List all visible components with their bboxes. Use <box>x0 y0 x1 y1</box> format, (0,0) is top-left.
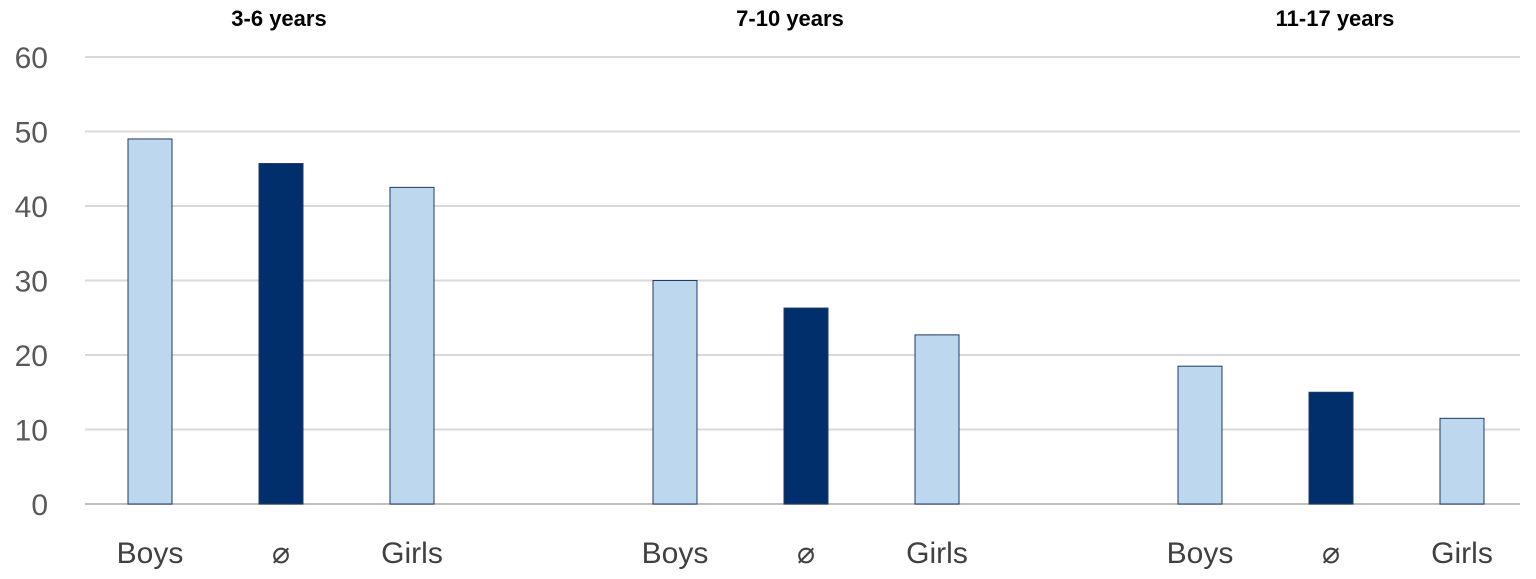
bar-average-group-2 <box>783 307 829 505</box>
x-tick-label: Girls <box>381 537 443 570</box>
group-label: 11-17 years <box>1276 6 1395 31</box>
bar-boys-group-3 <box>1177 365 1223 505</box>
bar-girls-group-2 <box>914 334 960 505</box>
x-tick-label: ⌀ <box>1322 537 1340 570</box>
bar-boys-group-2 <box>652 280 698 505</box>
x-tick-label: Boys <box>642 537 709 570</box>
x-tick-label: Girls <box>1431 537 1493 570</box>
group-label: 3-6 years <box>231 6 326 31</box>
x-tick-label: Girls <box>906 537 968 570</box>
y-tick-label: 30 <box>15 266 48 299</box>
group-label: 7-10 years <box>736 6 844 31</box>
group-labels: 3-6 years 7-10 years 11-17 years <box>231 6 1394 31</box>
y-tick-label: 0 <box>31 489 48 522</box>
x-tick-label: Boys <box>117 537 184 570</box>
x-tick-label: ⌀ <box>272 537 290 570</box>
y-axis-ticks: 0 10 20 30 40 50 60 <box>15 42 48 522</box>
bars <box>127 138 1485 505</box>
y-tick-label: 40 <box>15 191 48 224</box>
bar-girls-group-1 <box>389 186 435 505</box>
y-tick-label: 60 <box>15 42 48 75</box>
bar-boys-group-1 <box>127 138 173 505</box>
bar-girls-group-3 <box>1439 417 1485 505</box>
y-tick-label: 10 <box>15 415 48 448</box>
bar-average-group-1 <box>258 163 304 505</box>
y-tick-label: 50 <box>15 117 48 150</box>
bar-average-group-3 <box>1308 391 1354 505</box>
x-tick-label: ⌀ <box>797 537 815 570</box>
x-axis-ticks: Boys ⌀ Girls Boys ⌀ Girls Boys ⌀ Girls <box>117 537 1493 570</box>
y-tick-label: 20 <box>15 340 48 373</box>
x-tick-label: Boys <box>1167 537 1234 570</box>
